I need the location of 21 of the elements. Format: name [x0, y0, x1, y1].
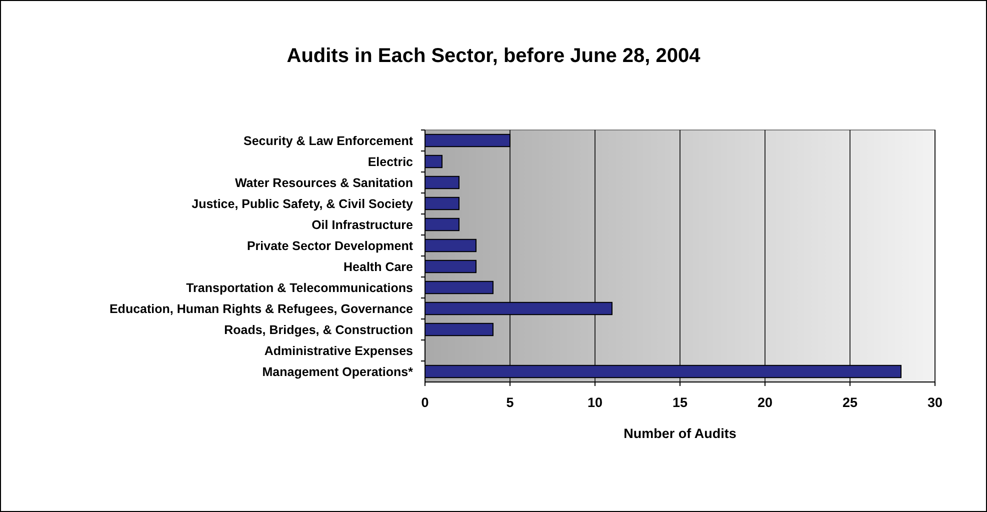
x-tick-label: 15 [672, 395, 688, 410]
y-tick-label: Administrative Expenses [264, 344, 414, 358]
y-tick-label: Management Operations* [262, 364, 414, 379]
y-tick-label: Private Sector Development [246, 238, 414, 253]
chart-title: Audits in Each Sector, before June 28, 2004 [286, 45, 702, 67]
x-axis-title: Number of Audits [624, 426, 736, 441]
x-tick-label: 0 [421, 395, 429, 410]
y-tick-label: Oil Infrastructure [312, 218, 414, 232]
y-tick-label: Electric [368, 154, 414, 169]
y-tick-label: Education, Human Rights & Refugees, Governance [109, 302, 414, 316]
x-tick-label: 5 [506, 395, 514, 410]
y-tick-label: Health Care [344, 260, 414, 274]
y-tick-label: Transportation & Telecommunications [186, 280, 414, 295]
y-tick-label: Justice, Public Safety, & Civil Society [192, 196, 414, 211]
y-tick-label: Security & Law Enforcement [244, 134, 414, 148]
x-tick-label: 10 [587, 395, 603, 410]
y-tick-label: Water Resources & Sanitation [234, 176, 413, 190]
x-tick-label: 20 [757, 395, 773, 410]
y-tick-label: Roads, Bridges, & Construction [224, 322, 413, 337]
x-tick-label: 25 [842, 395, 858, 410]
x-tick-label: 30 [927, 395, 943, 410]
